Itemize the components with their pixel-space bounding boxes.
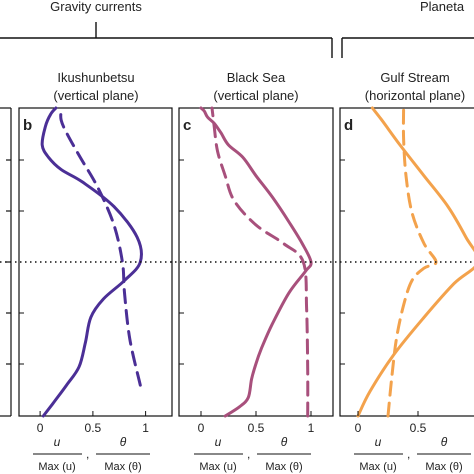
y-ticks bbox=[19, 159, 24, 365]
group-label-planetary: Planeta bbox=[420, 0, 465, 14]
separator-comma: , bbox=[86, 447, 89, 461]
theta-profile-line bbox=[210, 106, 310, 418]
u-numerator: u bbox=[215, 435, 222, 449]
series-group bbox=[40, 106, 143, 418]
panel-title-line2: (vertical plane) bbox=[53, 88, 138, 103]
u-numerator: u bbox=[375, 435, 382, 449]
x-tick-label: 0 bbox=[37, 421, 44, 435]
panel-gulf-stream: Gulf Stream (horizontal plane) d 00.51 bbox=[339, 70, 474, 435]
u-profile-line bbox=[356, 106, 474, 418]
u-denominator: Max (u) bbox=[199, 461, 236, 473]
x-tick-group: 00.51 bbox=[355, 411, 427, 435]
theta-denominator: Max (θ) bbox=[425, 461, 462, 473]
panel-label-c: c bbox=[183, 117, 191, 134]
x-tick-label: 0 bbox=[355, 421, 362, 435]
theta-denominator: Max (θ) bbox=[104, 461, 141, 473]
y-ticks bbox=[340, 159, 345, 365]
x-axis-label-panel-d: u Max (u) , θ Max (θ) bbox=[354, 435, 471, 473]
panel-label-b: b bbox=[23, 117, 32, 134]
panel-black-sea: Black Sea (vertical plane) c 0 0.5 1 bbox=[178, 70, 334, 435]
x-axis-label-panel-b: u Max (u) , θ Max (θ) bbox=[33, 435, 150, 473]
theta-profile-line bbox=[386, 106, 438, 418]
separator-comma: , bbox=[247, 447, 250, 461]
theta-numerator: θ bbox=[441, 435, 448, 449]
panel-ikushunbetsu: Ikushunbetsu (vertical plane) b 0 0.5 1 bbox=[18, 70, 173, 435]
x-axis-label-panel-c: u Max (u) , θ Max (θ) bbox=[194, 435, 311, 473]
panel-title-line1: Black Sea bbox=[227, 70, 286, 85]
x-tick-label: 1 bbox=[142, 421, 149, 435]
u-profile-line bbox=[40, 106, 143, 418]
separator-comma: , bbox=[407, 447, 410, 461]
panel-title-line1: Gulf Stream bbox=[380, 70, 449, 85]
group-label-gravity-currents: Gravity currents bbox=[50, 0, 142, 14]
theta-profile-line bbox=[59, 106, 142, 387]
u-denominator: Max (u) bbox=[38, 461, 75, 473]
panel-title-line2: (horizontal plane) bbox=[365, 88, 465, 103]
panel-label-d: d bbox=[344, 117, 353, 134]
y-ticks bbox=[179, 159, 184, 365]
x-tick-label: 0.5 bbox=[248, 421, 265, 435]
u-denominator: Max (u) bbox=[359, 461, 396, 473]
u-numerator: u bbox=[54, 435, 61, 449]
series-group bbox=[199, 106, 313, 418]
group-bracket-gravity-currents bbox=[0, 22, 333, 58]
theta-numerator: θ bbox=[120, 435, 127, 449]
panel-title-line1: Ikushunbetsu bbox=[57, 70, 134, 85]
u-profile-line bbox=[199, 106, 313, 418]
x-tick-label: 0 bbox=[198, 421, 205, 435]
plot-frame bbox=[18, 107, 173, 417]
panel-title-line2: (vertical plane) bbox=[213, 88, 298, 103]
theta-denominator: Max (θ) bbox=[265, 461, 302, 473]
x-tick-label: 0.5 bbox=[85, 421, 102, 435]
group-bracket-planetary bbox=[341, 37, 474, 58]
x-tick-label: 0.5 bbox=[410, 421, 427, 435]
theta-numerator: θ bbox=[281, 435, 288, 449]
x-tick-label: 1 bbox=[308, 421, 315, 435]
series-group bbox=[356, 106, 474, 418]
